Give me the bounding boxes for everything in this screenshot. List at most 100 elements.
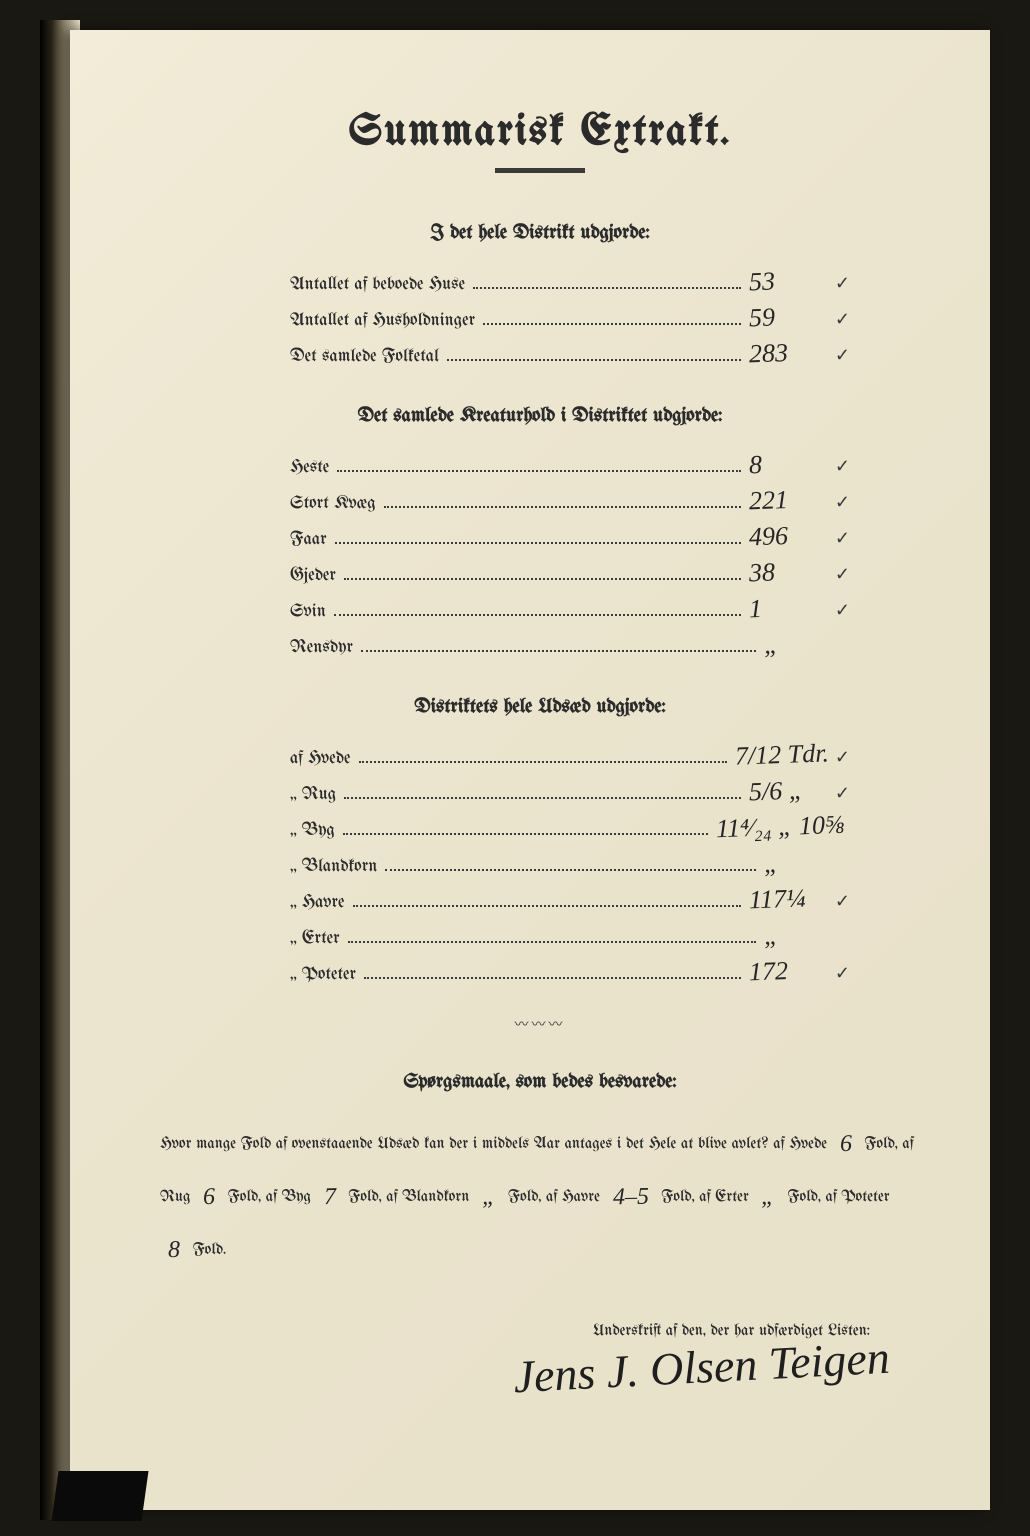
table-row: Gjeder 38 ✓ <box>290 557 850 587</box>
checkmark-icon: ✓ <box>835 492 850 513</box>
fold-item: af Blandkorn „ Fold, <box>386 1189 546 1206</box>
fold-value: 6 <box>831 1118 860 1171</box>
row-value: 11⁴⁄₂₄ „ 10⅝ <box>715 810 844 844</box>
row-value: 172 <box>748 955 829 988</box>
fold-prefix: af Havre <box>546 1189 600 1206</box>
row-label: Gjeder <box>290 566 336 585</box>
row-value: 1 <box>748 592 829 625</box>
leader-dots <box>473 287 741 289</box>
table-row: Det samlede Folketal 283 ✓ <box>290 338 850 368</box>
checkmark-icon: ✓ <box>835 783 850 804</box>
leader-dots <box>344 797 741 799</box>
table-row: Antallet af beboede Huse 53 ✓ <box>290 266 850 296</box>
row-label: Stort Kvæg <box>290 494 376 513</box>
leader-dots <box>384 506 741 508</box>
signature-name: Jens J. Olsen Teigen <box>149 1331 891 1423</box>
leader-dots <box>335 542 741 544</box>
table-row: Heste 8 ✓ <box>290 449 850 479</box>
fold-value: 6 <box>195 1171 224 1224</box>
page-title: Summarisk Extrakt. <box>150 110 930 156</box>
row-value: 59 <box>748 301 829 334</box>
fold-item: af Erter „ Fold, <box>699 1189 825 1206</box>
checkmark-icon: ✓ <box>835 309 850 330</box>
row-label: „ Byg <box>290 821 335 840</box>
fold-prefix: af Erter <box>699 1189 749 1206</box>
row-value: 221 <box>748 484 829 517</box>
table-row: Svin 1 ✓ <box>290 593 850 623</box>
page-corner-shadow <box>51 1471 148 1521</box>
checkmark-icon: ✓ <box>835 456 850 477</box>
checkmark-icon: ✓ <box>835 345 850 366</box>
row-value: 496 <box>748 520 829 553</box>
row-label: af Hvede <box>290 749 351 768</box>
question-intro: Hvor mange Fold af ovenstaaende Udsæd ka… <box>160 1136 769 1153</box>
row-label: Rensdyr <box>290 638 353 657</box>
table-row: Faar 496 ✓ <box>290 521 850 551</box>
row-value: 7/12 Tdr. <box>734 738 829 771</box>
row-value: „ <box>764 847 845 880</box>
row-value: 38 <box>748 556 829 589</box>
leader-dots <box>447 359 741 361</box>
row-label: „ Havre <box>290 893 345 912</box>
table-row: Antallet af Husholdninger 59 ✓ <box>290 302 850 332</box>
section3-heading: Distriktets hele Udsæd udgjorde: <box>150 697 930 718</box>
fold-item: af Hvede 6 Fold, <box>773 1136 902 1153</box>
row-value: „ <box>764 919 845 952</box>
fold-prefix: af Byg <box>266 1189 311 1206</box>
fold-suffix: Fold, <box>228 1189 261 1206</box>
divider-ornament: 〰〰〰 <box>150 1014 930 1034</box>
fold-suffix: Fold, <box>661 1189 694 1206</box>
fold-item: af Havre 4–5 Fold, <box>546 1189 699 1206</box>
table-row: „ Havre 117¼ ✓ <box>290 884 850 914</box>
fold-value: 4–5 <box>604 1170 657 1224</box>
leader-dots <box>364 977 741 979</box>
checkmark-icon: ✓ <box>835 273 850 294</box>
fold-suffix: Fold, <box>787 1189 820 1206</box>
fold-suffix: Fold, <box>864 1136 897 1153</box>
row-value: 283 <box>748 337 829 370</box>
fold-item: af Byg 7 Fold, <box>266 1189 387 1206</box>
row-value: 8 <box>748 448 829 481</box>
leader-dots <box>334 614 741 616</box>
table-row: Stort Kvæg 221 ✓ <box>290 485 850 515</box>
document-page: Summarisk Extrakt. I det hele Distrikt u… <box>70 30 990 1510</box>
row-value: 53 <box>748 265 829 298</box>
leader-dots <box>337 470 741 472</box>
row-value: 5/6 „ <box>748 775 829 808</box>
table-row: „ Erter „ <box>290 920 850 950</box>
leader-dots <box>348 941 756 943</box>
checkmark-icon: ✓ <box>835 600 850 621</box>
table-row: „ Byg 11⁴⁄₂₄ „ 10⅝ <box>290 812 850 842</box>
checkmark-icon: ✓ <box>835 747 850 768</box>
checkmark-icon: ✓ <box>835 891 850 912</box>
row-label: Antallet af beboede Huse <box>290 275 465 294</box>
checkmark-icon: ✓ <box>835 528 850 549</box>
row-label: Faar <box>290 530 327 549</box>
fold-suffix: Fold, <box>348 1189 381 1206</box>
row-label: „ Blandkorn <box>290 857 377 876</box>
leader-dots <box>359 761 727 763</box>
table-row: Rensdyr „ <box>290 629 850 659</box>
fold-value: „ <box>753 1171 783 1224</box>
section1-heading: I det hele Distrikt udgjorde: <box>150 223 930 244</box>
row-value: „ <box>764 628 845 661</box>
leader-dots <box>361 650 756 652</box>
leader-dots <box>483 323 741 325</box>
checkmark-icon: ✓ <box>835 564 850 585</box>
leader-dots <box>343 833 708 835</box>
row-label: „ Rug <box>290 785 336 804</box>
questions-heading: Spørgsmaale, som bedes besvarede: <box>150 1072 930 1093</box>
title-rule <box>495 168 585 173</box>
row-label: Heste <box>290 458 329 477</box>
row-value: 117¼ <box>748 883 829 916</box>
section2-heading: Det samlede Kreaturhold i Distriktet udg… <box>150 406 930 427</box>
row-label: Det samlede Folketal <box>290 347 439 366</box>
fold-value: „ <box>473 1171 503 1224</box>
fold-value: 7 <box>315 1171 344 1224</box>
leader-dots <box>353 905 741 907</box>
row-label: „ Erter <box>290 929 340 948</box>
fold-value: 8 <box>160 1223 189 1276</box>
table-row: af Hvede 7/12 Tdr. ✓ <box>290 740 850 770</box>
fold-prefix: af Poteter <box>825 1189 889 1206</box>
fold-suffix: Fold, <box>508 1189 541 1206</box>
